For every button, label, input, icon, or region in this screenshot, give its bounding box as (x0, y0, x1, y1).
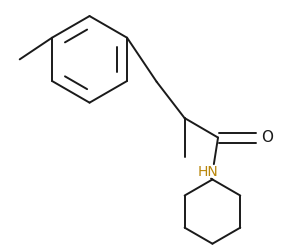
Text: O: O (261, 130, 273, 145)
Text: HN: HN (198, 166, 219, 179)
